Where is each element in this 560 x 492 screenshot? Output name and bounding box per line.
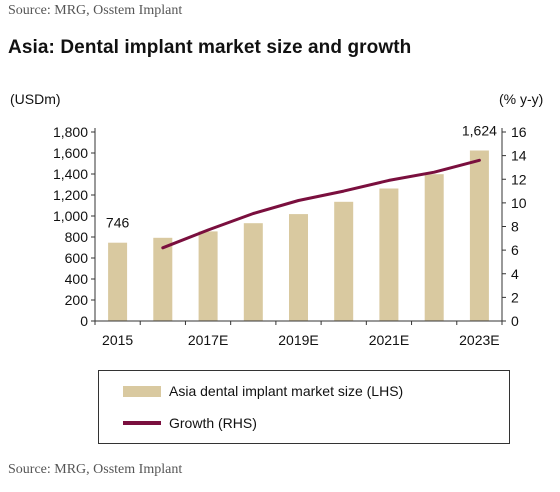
bar-2023E [469, 150, 489, 321]
legend-line-label: Growth (RHS) [169, 415, 257, 431]
x-tick-label-2021E: 2021E [369, 332, 409, 348]
combo-chart: 02004006008001,0001,2001,4001,6001,80002… [53, 122, 527, 348]
data-labels: 746 1,624 [106, 122, 497, 230]
bar-2020E [334, 201, 354, 321]
bar-2017E [198, 231, 218, 321]
x-tick-label-2023E: 2023E [459, 332, 499, 348]
legend-item-bar: Asia dental implant market size (LHS) [123, 381, 403, 401]
right-tick-label: 14 [511, 148, 527, 164]
right-tick-label: 0 [511, 313, 519, 329]
right-tick-label: 6 [511, 242, 519, 258]
legend: Asia dental implant market size (LHS) Gr… [98, 370, 510, 444]
bar-series [108, 150, 489, 321]
left-tick-label: 600 [65, 250, 89, 266]
left-tick-label: 1,400 [53, 166, 88, 182]
bar-2018E [243, 223, 263, 321]
left-tick-label: 800 [65, 229, 89, 245]
legend-bar-swatch [123, 385, 161, 397]
left-tick-label: 400 [65, 271, 89, 287]
left-tick-label: 1,600 [53, 145, 88, 161]
left-axis-unit: (USDm) [10, 91, 61, 107]
left-tick-label: 0 [80, 313, 88, 329]
right-tick-label: 4 [511, 266, 519, 282]
x-tick-label-2015: 2015 [102, 332, 133, 348]
bar-2016E [153, 237, 173, 321]
bar-2021E [379, 188, 399, 321]
source-note-top: Source: MRG, Osstem Implant [8, 3, 183, 18]
right-tick-label: 8 [511, 219, 519, 235]
legend-item-line: Growth (RHS) [123, 413, 257, 433]
bar-2022E [424, 174, 444, 321]
legend-line-swatch [123, 421, 161, 425]
right-tick-label: 2 [511, 289, 519, 305]
legend-bar-label: Asia dental implant market size (LHS) [169, 383, 404, 399]
right-tick-label: 10 [511, 195, 527, 211]
data-label-2023E: 1,624 [462, 122, 497, 138]
axes: 02004006008001,0001,2001,4001,6001,80002… [53, 124, 527, 348]
right-axis-unit: (% y-y) [499, 91, 544, 107]
data-label-2015: 746 [106, 215, 130, 231]
left-tick-label: 1,200 [53, 187, 88, 203]
bar-2015 [108, 242, 128, 321]
line-series [161, 158, 481, 250]
bar-2019E [289, 214, 308, 321]
x-tick-label-2017E: 2017E [188, 332, 228, 348]
right-tick-label: 12 [511, 171, 527, 187]
growth-line [161, 158, 481, 250]
chart-title: Asia: Dental implant market size and gro… [8, 37, 412, 58]
x-tick-label-2019E: 2019E [278, 332, 318, 348]
source-note-bottom: Source: MRG, Osstem Implant [8, 462, 183, 477]
left-tick-label: 1,000 [53, 208, 88, 224]
right-tick-label: 16 [511, 124, 527, 140]
left-tick-label: 1,800 [53, 124, 88, 140]
left-tick-label: 200 [65, 292, 89, 308]
